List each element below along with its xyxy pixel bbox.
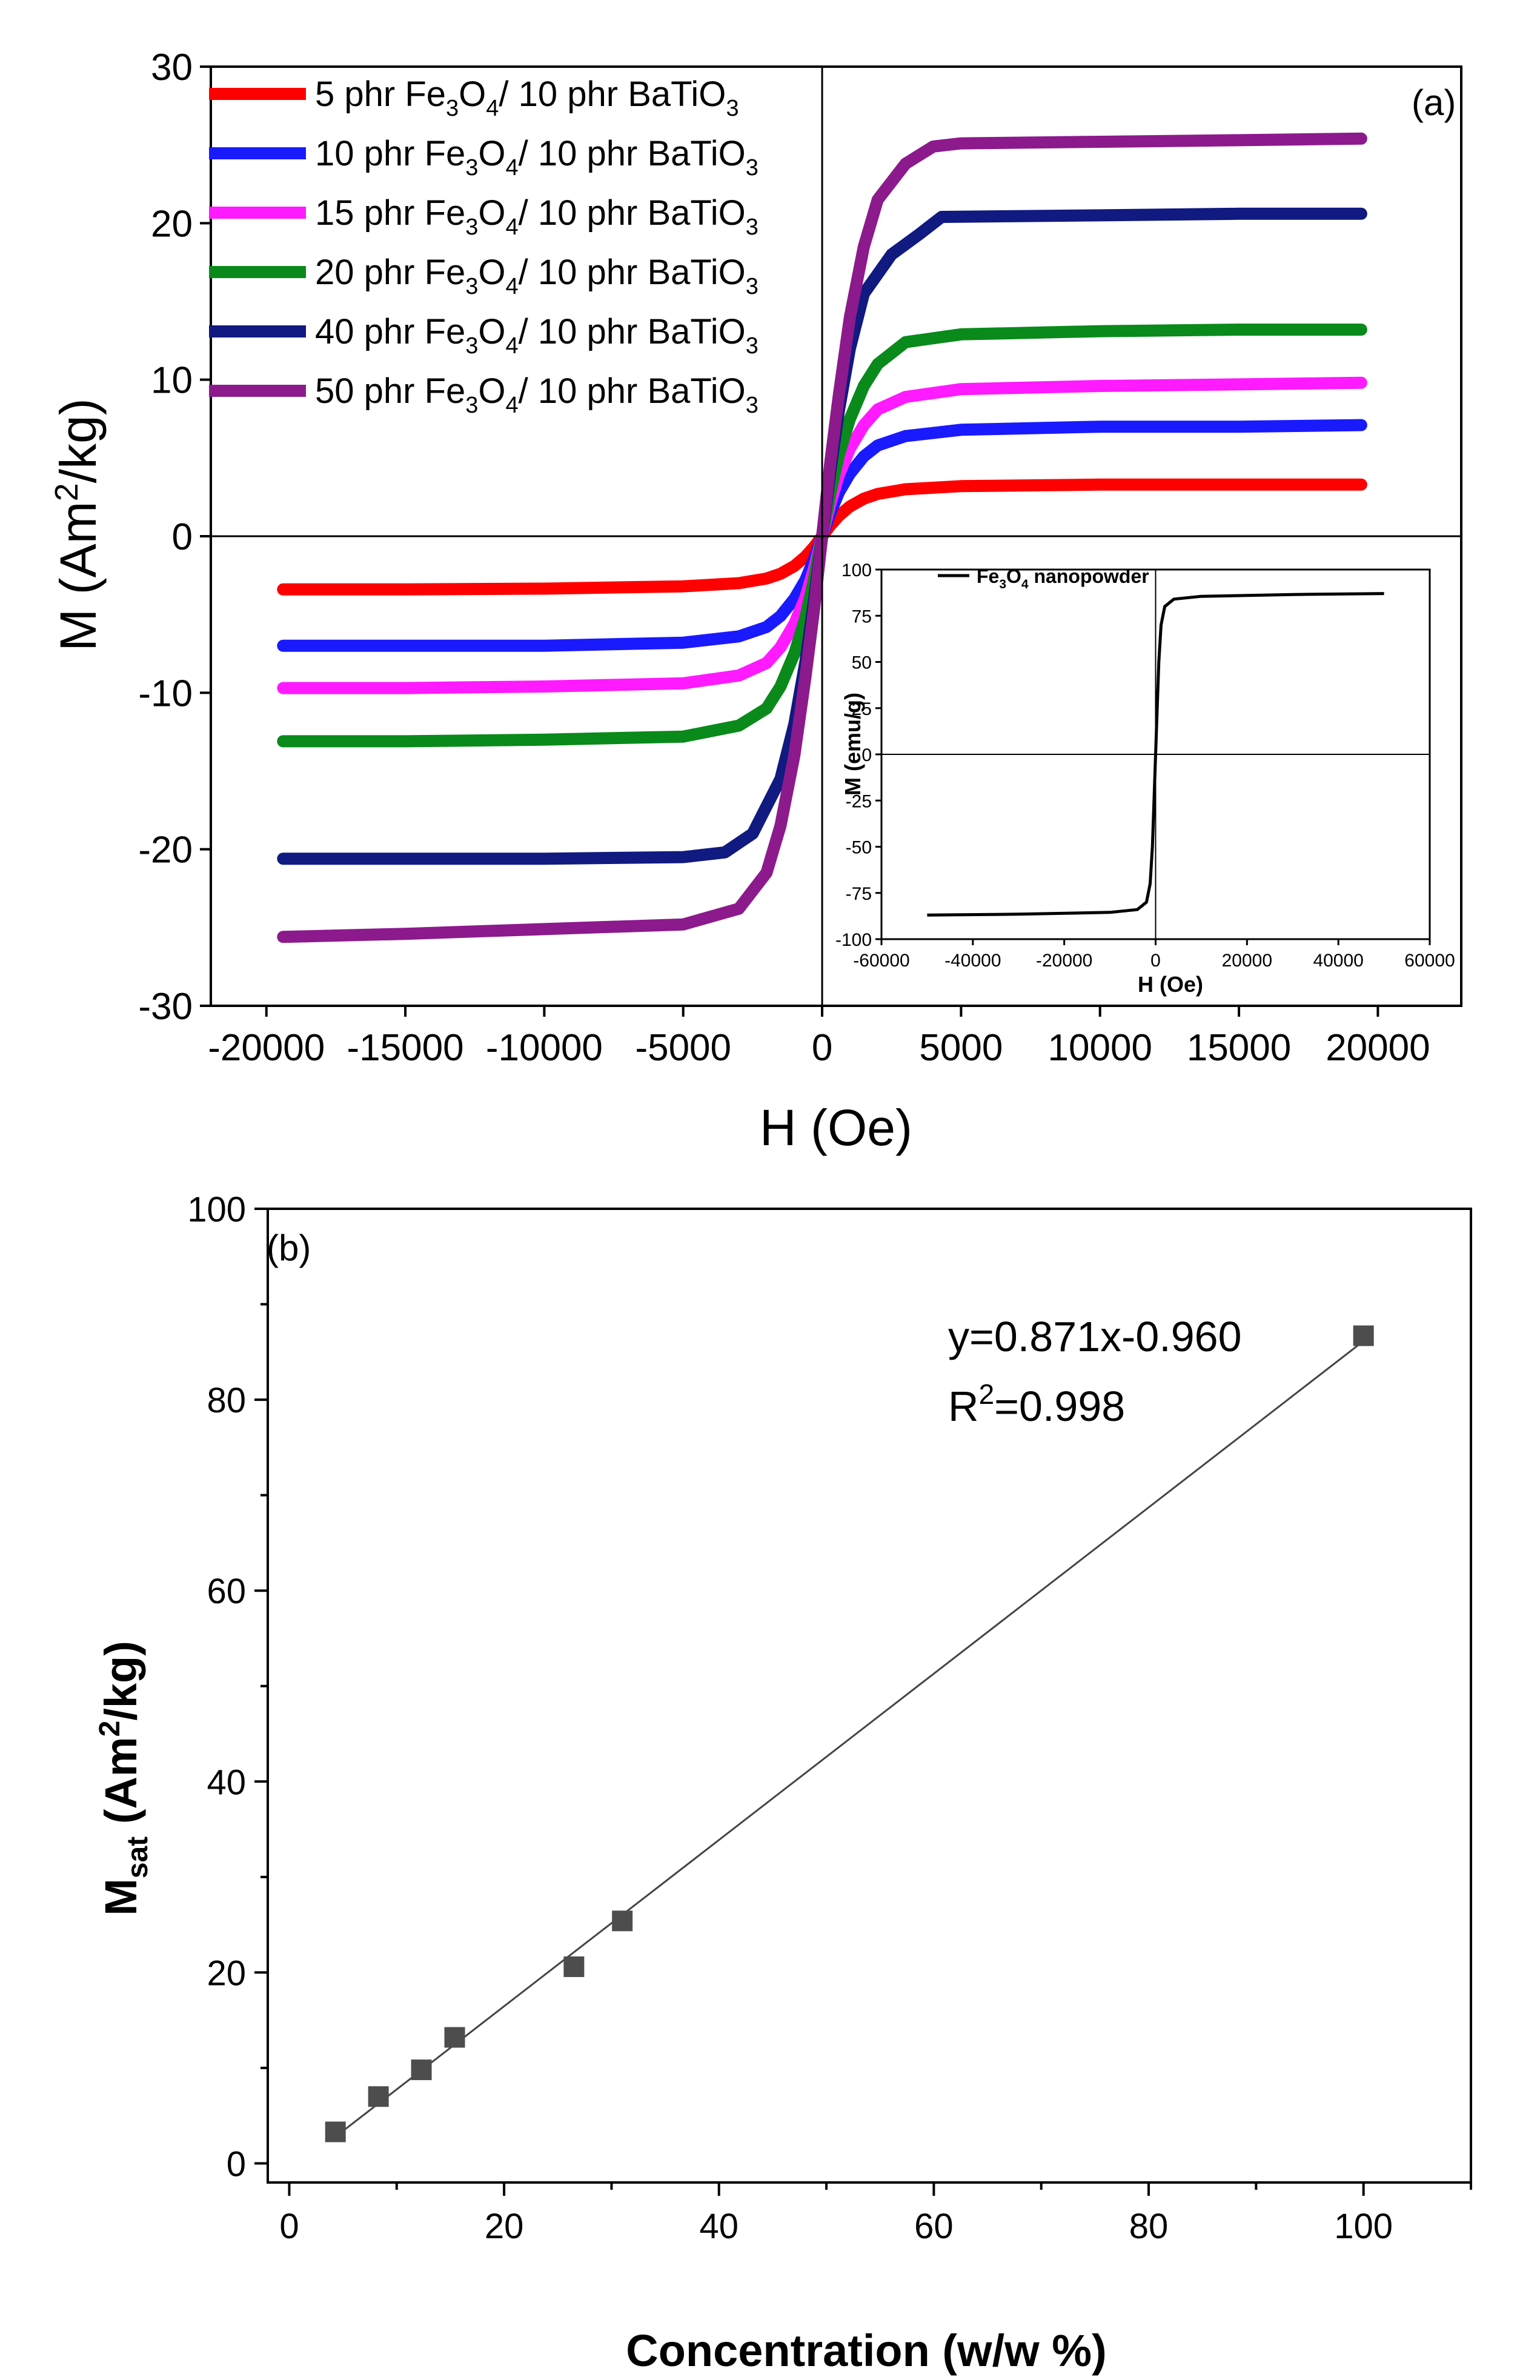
- panel-b-ytick-label: 60: [207, 1572, 246, 1611]
- inset-ytick-label: 100: [841, 560, 872, 580]
- inset-ytick-label: -100: [835, 930, 872, 950]
- panel-a-xtick-label: -5000: [635, 1027, 731, 1069]
- inset-series-line: [927, 592, 1384, 917]
- panel-b-data-point: [563, 1956, 585, 1977]
- panel-a-ytick-label: 30: [151, 47, 193, 88]
- inset-ytick-label: -75: [846, 884, 872, 904]
- panel-b-data-point: [1353, 1325, 1374, 1346]
- inset-ylabel: M (emu/g): [840, 693, 865, 796]
- inset-ytick-label: 75: [852, 607, 872, 627]
- panel-b-ytick-label: 40: [207, 1763, 246, 1802]
- panel-b-ylabel: Msat (Am2/kg): [94, 1641, 154, 1916]
- panel-b-xtick-label: 80: [1129, 2207, 1169, 2246]
- panel-a-ylabel: M (Am2/kg): [48, 398, 107, 651]
- legend-entry-10-phr: 10 phr Fe3O4/ 10 phr BaTiO3: [315, 134, 758, 181]
- panel-a-xtick-label: 5000: [919, 1027, 1003, 1069]
- panel-b-points: [325, 1325, 1374, 2142]
- panel-a-legend: 5 phr Fe3O4/ 10 phr BaTiO3 10 phr Fe3O4/ …: [209, 75, 758, 418]
- panel-b-xtick-label: 60: [914, 2207, 954, 2246]
- panel-b-axes: [254, 1208, 1472, 2196]
- panel-a-tick-labels: -20000 -15000 -10000 -5000 0 5000 10000 15000 20…: [138, 47, 1430, 1069]
- panel-b-data-point: [368, 2086, 389, 2107]
- legend-entry-20-phr: 20 phr Fe3O4/ 10 phr BaTiO3: [315, 253, 758, 299]
- panel-b-ytick-label: 100: [187, 1190, 246, 1229]
- panel-a-ytick-label: -10: [138, 673, 193, 714]
- panel-a-ytick-label: 0: [172, 516, 193, 558]
- inset-axes: [875, 568, 1431, 945]
- panel-b-xtick-label: 0: [279, 2207, 299, 2246]
- panel-b-frame: [267, 1208, 1472, 2184]
- inset-xtick-label: 20000: [1222, 951, 1272, 971]
- panel-b-ytick-label: 20: [207, 1953, 246, 1993]
- panel-b-ytick-label: 0: [227, 2144, 246, 2184]
- panel-a-label: (a): [1412, 82, 1456, 123]
- inset-xtick-label: -20000: [1036, 951, 1092, 971]
- panel-a-inset-chart: -60000 -40000 -20000 0 20000 40000 60000 -100 -7…: [835, 560, 1455, 997]
- panel-b-xlabel: Concentration (w/w %): [626, 2325, 1106, 2376]
- inset-ytick-label: 25: [852, 699, 872, 719]
- inset-ytick-label: -50: [846, 838, 872, 858]
- inset-ytick-label: 50: [852, 653, 872, 673]
- panel-b-ytick-label: 80: [207, 1381, 246, 1420]
- panel-b-xtick-label: 100: [1334, 2207, 1393, 2246]
- panel-b-data-point: [325, 2121, 346, 2142]
- panel-b-data-point: [444, 2027, 465, 2048]
- panel-a-xtick-label: -10000: [486, 1027, 603, 1069]
- inset-ytick-label: -25: [846, 791, 872, 811]
- panel-a-ytick-label: -20: [138, 829, 193, 871]
- inset-series: [927, 592, 1384, 917]
- inset-xtick-label: 40000: [1313, 951, 1363, 971]
- panel-a-ytick-label: 10: [151, 360, 193, 402]
- series-line-50-phr: [277, 132, 1367, 943]
- panel-b-data-point: [411, 2059, 432, 2081]
- panel-b-r2: R2=0.998: [948, 1378, 1125, 1430]
- inset-xtick-label: 0: [1150, 951, 1161, 971]
- panel-b-fit-line: [334, 1340, 1364, 2138]
- inset-ytick-label: 0: [861, 745, 872, 765]
- panel-b-tick-labels: 0 20 40 60 80 100 0 20 40 60 80 100: [187, 1190, 1393, 2246]
- panel-a-xtick-label: 15000: [1187, 1027, 1291, 1069]
- inset-legend-label: Fe3O4 nanopowder: [977, 565, 1149, 591]
- panel-a-xtick-label: 10000: [1048, 1027, 1152, 1069]
- panel-b-xtick-label: 40: [699, 2207, 738, 2246]
- inset-tick-labels: -60000 -40000 -20000 0 20000 40000 60000 -100 -7…: [835, 560, 1455, 971]
- legend-entry-5-phr: 5 phr Fe3O4/ 10 phr BaTiO3: [315, 75, 739, 121]
- panel-b-label: (b): [267, 1228, 311, 1268]
- inset-xlabel: H (Oe): [1138, 972, 1203, 997]
- panel-a-xlabel: H (Oe): [760, 1099, 912, 1156]
- panel-b-linear-fit: [334, 1340, 1364, 2138]
- inset-xtick-label: -60000: [853, 951, 909, 971]
- panel-a-xtick-label: 20000: [1326, 1027, 1430, 1069]
- legend-entry-40-phr: 40 phr Fe3O4/ 10 phr BaTiO3: [315, 312, 758, 359]
- panel-b-xtick-label: 20: [485, 2207, 524, 2246]
- panel-b-equation: y=0.871x-0.960: [948, 1313, 1242, 1360]
- panel-a-hysteresis-chart: -20000 -15000 -10000 -5000 0 5000 10000 15000 20…: [48, 47, 1462, 1156]
- panel-b-data-point: [612, 1910, 633, 1932]
- panel-b-scatter-chart: 0 20 40 60 80 100 0 20 40 60 80 100 (b) y=0.871x-0.…: [94, 1190, 1472, 2376]
- panel-a-axes: [200, 65, 1462, 1017]
- panel-a-xtick-label: -20000: [208, 1027, 325, 1069]
- panel-a-xtick-label: 0: [812, 1027, 832, 1069]
- panel-a-ytick-label: 20: [151, 203, 193, 245]
- legend-entry-50-phr: 50 phr Fe3O4/ 10 phr BaTiO3: [315, 371, 758, 418]
- inset-xtick-label: 60000: [1404, 951, 1455, 971]
- inset-xtick-label: -40000: [944, 951, 1001, 971]
- legend-entry-15-phr: 15 phr Fe3O4/ 10 phr BaTiO3: [315, 193, 758, 240]
- panel-a-ytick-label: -30: [138, 986, 193, 1028]
- panel-a-xtick-label: -15000: [347, 1027, 464, 1069]
